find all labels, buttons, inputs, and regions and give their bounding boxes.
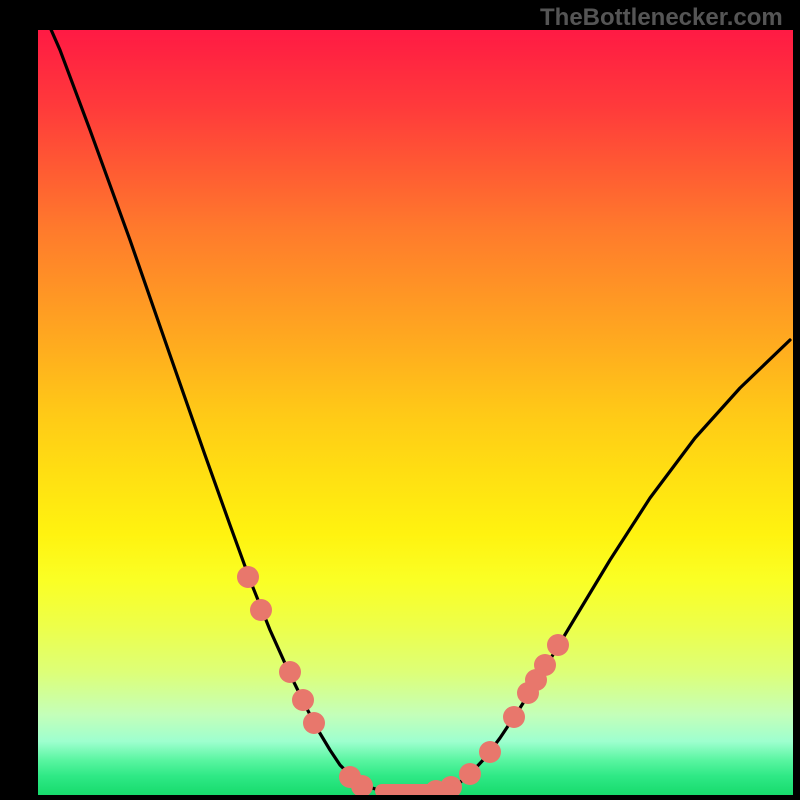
- marker-right: [503, 706, 525, 728]
- marker-right: [534, 654, 556, 676]
- marker-left: [292, 689, 314, 711]
- marker-left: [351, 775, 373, 797]
- chart-frame: TheBottlenecker.com: [0, 0, 800, 800]
- marker-right: [479, 741, 501, 763]
- marker-left: [250, 599, 272, 621]
- chart-svg: [0, 0, 800, 800]
- marker-left: [279, 661, 301, 683]
- marker-left: [237, 566, 259, 588]
- watermark-text: TheBottlenecker.com: [540, 4, 783, 32]
- marker-right: [459, 763, 481, 785]
- marker-bottom-bar: [375, 784, 455, 798]
- marker-right: [547, 634, 569, 656]
- marker-left: [303, 712, 325, 734]
- gradient-background: [38, 30, 793, 795]
